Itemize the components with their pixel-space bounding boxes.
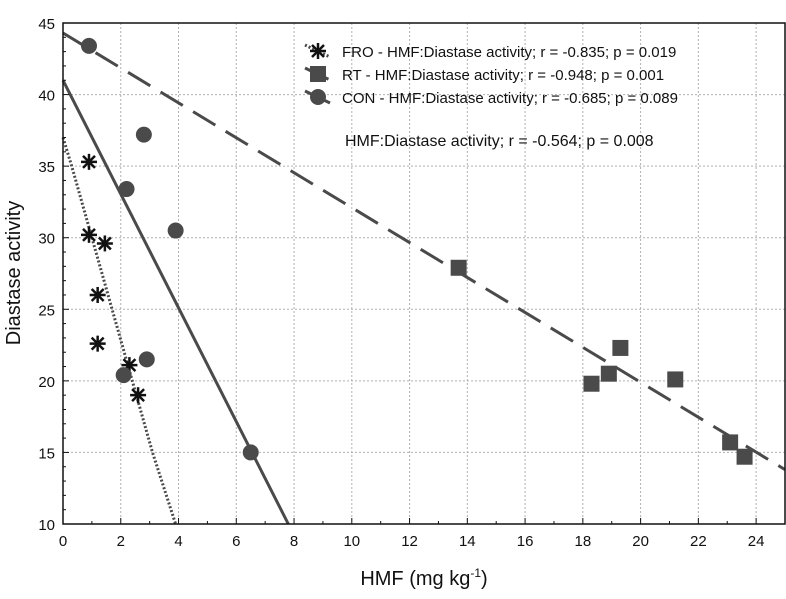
annotation: HMF:Diastase activity; r = -0.564; p = 0…	[345, 133, 654, 150]
legend-label: RT - HMF:Diastase activity; r = -0.948; …	[342, 67, 664, 84]
circle-marker	[242, 444, 259, 461]
square-marker	[450, 259, 467, 276]
y-tick-label: 15	[38, 445, 55, 462]
square-marker	[736, 448, 753, 465]
x-axis-label: HMF (mg kg-1)	[360, 566, 487, 590]
square-marker	[667, 371, 684, 388]
circle-marker	[310, 89, 326, 105]
circle-marker	[167, 222, 184, 239]
x-tick-label: 22	[690, 533, 707, 550]
circle-marker	[138, 351, 155, 368]
x-tick-label: 20	[632, 533, 649, 550]
asterisk-marker	[89, 335, 106, 352]
asterisk-marker	[130, 387, 147, 404]
y-axis-label: Diastase activity	[3, 201, 25, 346]
circle-marker	[135, 126, 152, 143]
data-points	[80, 37, 753, 465]
x-tick-label: 24	[748, 533, 765, 550]
asterisk-marker	[310, 43, 326, 59]
asterisk-marker	[96, 235, 113, 252]
x-tick-label: 4	[174, 533, 182, 550]
circle-marker	[80, 37, 97, 54]
y-tick-label: 30	[38, 231, 55, 248]
x-tick-label: 12	[401, 533, 418, 550]
asterisk-stroke	[97, 236, 112, 251]
square-marker	[600, 365, 617, 382]
asterisk-marker	[89, 286, 106, 303]
circle-marker	[115, 367, 132, 384]
legend: FRO - HMF:Diastase activity; r = -0.835;…	[304, 43, 678, 107]
x-tick-label: 16	[517, 533, 534, 550]
asterisk-stroke	[82, 154, 96, 169]
asterisk-stroke	[311, 44, 325, 58]
fit-line-asterisk	[61, 137, 178, 525]
legend-label: FRO - HMF:Diastase activity; r = -0.835;…	[342, 44, 676, 61]
asterisk-stroke	[82, 227, 96, 242]
plot-frame	[62, 22, 786, 525]
square-marker	[310, 66, 326, 82]
y-tick-label: 10	[38, 517, 55, 534]
square-marker	[583, 375, 600, 392]
asterisk-marker	[80, 153, 97, 170]
fit-line-square	[62, 31, 786, 471]
legend-label: CON - HMF:Diastase activity; r = -0.685;…	[342, 90, 678, 107]
x-tick-label: 6	[232, 533, 240, 550]
square-marker	[722, 434, 739, 451]
asterisk-marker	[80, 226, 97, 243]
square-marker	[612, 339, 629, 356]
x-tick-label: 18	[574, 533, 591, 550]
asterisk-stroke	[90, 288, 105, 302]
x-tick-label: 14	[459, 533, 476, 550]
x-tick-label: 2	[117, 533, 125, 550]
x-tick-label: 10	[343, 533, 360, 550]
y-tick-label: 20	[38, 374, 55, 391]
circle-marker	[118, 181, 135, 198]
x-tick-label: 8	[290, 533, 298, 550]
y-tick-label: 40	[38, 88, 55, 105]
x-tick-label: 0	[59, 533, 67, 550]
y-tick-label: 45	[38, 16, 55, 33]
grid	[63, 23, 785, 524]
y-tick-label: 35	[38, 159, 55, 176]
y-tick-label: 25	[38, 302, 55, 319]
asterisk-stroke	[131, 388, 145, 403]
asterisk-stroke	[90, 336, 105, 351]
